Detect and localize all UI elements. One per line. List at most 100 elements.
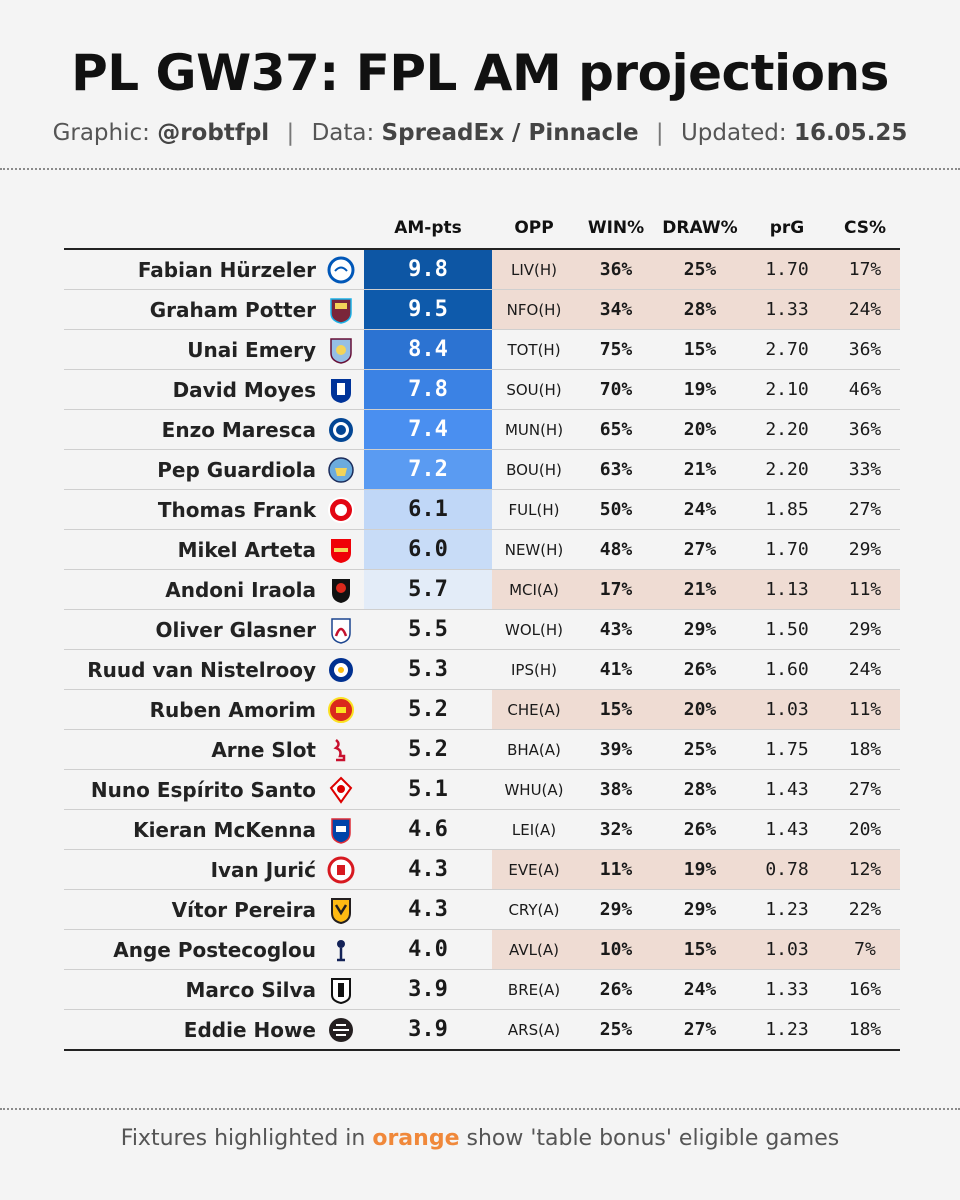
footer-note: Fixtures highlighted in orange show 'tab…	[0, 1126, 960, 1151]
fulham-crest-icon	[326, 975, 356, 1005]
draw-pct-cell: 29%	[683, 899, 717, 920]
opponent-cell: LEI(A)	[511, 821, 557, 839]
cs-pct-cell: 16%	[848, 979, 882, 1000]
header-win: WIN%	[587, 218, 645, 238]
cs-pct-cell: 29%	[848, 539, 882, 560]
prg-cell: 2.10	[765, 379, 809, 400]
leicester-crest-icon	[326, 655, 356, 685]
table-bonus-highlight	[492, 250, 900, 289]
cs-pct-cell: 17%	[848, 259, 882, 280]
am-pts-cell: 5.1	[408, 777, 448, 802]
prg-cell: 1.33	[765, 979, 809, 1000]
manager-name: Pep Guardiola	[157, 458, 316, 482]
am-pts-cell: 4.3	[408, 857, 448, 882]
cs-pct-cell: 46%	[848, 379, 882, 400]
top-divider	[0, 168, 960, 170]
table-bonus-highlight	[492, 850, 900, 889]
prg-cell: 2.20	[765, 419, 809, 440]
prg-cell: 2.70	[765, 339, 809, 360]
cs-pct-cell: 36%	[848, 419, 882, 440]
manager-name: Thomas Frank	[157, 498, 316, 522]
opponent-cell: MCI(A)	[509, 581, 559, 599]
data-source: SpreadEx / Pinnacle	[381, 120, 639, 146]
manager-name: Andoni Iraola	[165, 578, 316, 602]
draw-pct-cell: 26%	[683, 819, 717, 840]
nottingham-forest-crest-icon	[326, 775, 356, 805]
cs-pct-cell: 18%	[848, 1019, 882, 1040]
table-bonus-highlight	[492, 930, 900, 969]
table-row: Enzo Maresca 7.4 MUN(H) 65% 20% 2.20 36%	[64, 410, 900, 450]
opponent-cell: FUL(H)	[508, 501, 560, 519]
prg-cell: 1.70	[765, 259, 809, 280]
win-pct-cell: 65%	[599, 419, 633, 440]
am-pts-cell: 6.0	[364, 530, 492, 569]
prg-cell: 0.78	[765, 859, 809, 880]
win-pct-cell: 34%	[599, 299, 633, 320]
am-pts-cell: 7.4	[364, 410, 492, 449]
table-row: Fabian Hürzeler 9.8 LIV(H) 36% 25% 1.70 …	[64, 250, 900, 290]
draw-pct-cell: 25%	[683, 739, 717, 760]
win-pct-cell: 70%	[599, 379, 633, 400]
separator: |	[655, 120, 664, 146]
opponent-cell: CHE(A)	[507, 701, 561, 719]
manager-name: Ruud van Nistelrooy	[87, 658, 316, 682]
manager-name: David Moyes	[172, 378, 316, 402]
cs-pct-cell: 24%	[848, 299, 882, 320]
prg-cell: 1.50	[765, 619, 809, 640]
cs-pct-cell: 20%	[848, 819, 882, 840]
cs-pct-cell: 24%	[848, 659, 882, 680]
prg-cell: 1.43	[765, 819, 809, 840]
draw-pct-cell: 21%	[683, 579, 717, 600]
cs-pct-cell: 12%	[848, 859, 882, 880]
opponent-cell: MUN(H)	[504, 421, 564, 439]
arsenal-crest-icon	[326, 535, 356, 565]
table-row: Vítor Pereira 4.3 CRY(A) 29% 29% 1.23 22…	[64, 890, 900, 930]
tottenham-crest-icon	[326, 935, 356, 965]
opponent-cell: CRY(A)	[508, 901, 560, 919]
data-label: Data:	[311, 120, 375, 146]
table-row: Eddie Howe 3.9 ARS(A) 25% 27% 1.23 18%	[64, 1010, 900, 1051]
opponent-cell: WOL(H)	[505, 621, 563, 639]
prg-cell: 1.23	[765, 899, 809, 920]
win-pct-cell: 39%	[599, 739, 633, 760]
footer-text-pre: Fixtures highlighted in	[120, 1126, 373, 1151]
footer-text-post: show 'table bonus' eligible games	[459, 1126, 840, 1151]
opponent-cell: SOU(H)	[506, 381, 562, 399]
win-pct-cell: 75%	[599, 339, 633, 360]
win-pct-cell: 63%	[599, 459, 633, 480]
man-united-crest-icon	[326, 695, 356, 725]
manager-name: Ivan Jurić	[210, 858, 316, 882]
table-header: AM-pts OPP WIN% DRAW% prG CS%	[64, 208, 900, 250]
table-row: Nuno Espírito Santo 5.1 WHU(A) 38% 28% 1…	[64, 770, 900, 810]
table-row: Andoni Iraola 5.7 MCI(A) 17% 21% 1.13 11…	[64, 570, 900, 610]
table-row: Mikel Arteta 6.0 NEW(H) 48% 27% 1.70 29%	[64, 530, 900, 570]
table-row: Unai Emery 8.4 TOT(H) 75% 15% 2.70 36%	[64, 330, 900, 370]
am-pts-cell: 8.4	[364, 330, 492, 369]
cs-pct-cell: 18%	[848, 739, 882, 760]
table-row: Oliver Glasner 5.5 WOL(H) 43% 29% 1.50 2…	[64, 610, 900, 650]
manager-name: Marco Silva	[185, 978, 316, 1002]
win-pct-cell: 41%	[599, 659, 633, 680]
table-bonus-highlight	[492, 570, 900, 609]
am-pts-cell: 5.2	[408, 697, 448, 722]
win-pct-cell: 50%	[599, 499, 633, 520]
manager-name: Kieran McKenna	[133, 818, 316, 842]
header-draw: DRAW%	[662, 218, 738, 238]
cs-pct-cell: 27%	[848, 779, 882, 800]
draw-pct-cell: 19%	[683, 379, 717, 400]
opponent-cell: BOU(H)	[506, 461, 562, 479]
cs-pct-cell: 11%	[848, 579, 882, 600]
draw-pct-cell: 15%	[683, 339, 717, 360]
wolves-crest-icon	[326, 895, 356, 925]
win-pct-cell: 29%	[599, 899, 633, 920]
cs-pct-cell: 11%	[848, 699, 882, 720]
am-pts-cell: 6.1	[364, 490, 492, 529]
draw-pct-cell: 24%	[683, 499, 717, 520]
win-pct-cell: 10%	[599, 939, 633, 960]
prg-cell: 1.33	[765, 299, 809, 320]
am-pts-cell: 5.3	[408, 657, 448, 682]
man-city-crest-icon	[326, 455, 356, 485]
draw-pct-cell: 28%	[683, 779, 717, 800]
win-pct-cell: 38%	[599, 779, 633, 800]
prg-cell: 1.13	[765, 579, 809, 600]
